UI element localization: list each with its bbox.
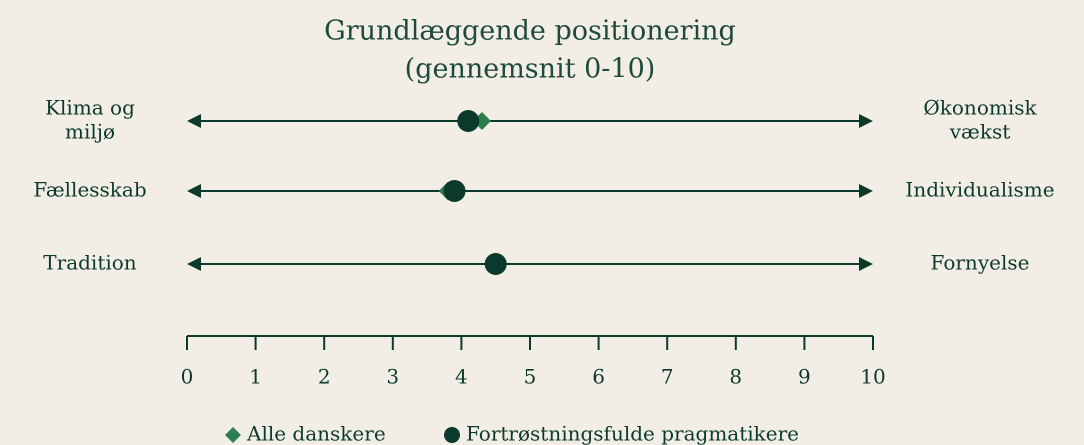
right-label: Fornyelse [931,251,1030,275]
chart-title: Grundlæggende positionering [324,16,736,47]
legend-marker [225,427,241,443]
x-tick-label: 8 [729,365,742,389]
right-label: Økonomisk [923,96,1037,120]
x-tick-label: 4 [455,365,468,389]
x-tick-label: 10 [860,365,885,389]
x-tick-label: 5 [524,365,537,389]
arrow-left [187,257,201,271]
circle-marker [443,180,466,202]
x-tick-label: 3 [386,365,399,389]
arrow-left [187,114,201,128]
right-label: vækst [949,120,1011,144]
circle-marker [484,253,507,275]
arrow-right [859,184,873,198]
arrow-left [187,184,201,198]
arrow-right [859,257,873,271]
circle-marker [457,110,480,132]
x-tick-label: 9 [798,365,811,389]
legend-label: Alle danskere [246,422,386,445]
right-label: Individualisme [905,178,1054,202]
legend-label: Fortrøstningsfulde pragmatikere [466,422,799,445]
legend-marker [444,427,460,443]
chart-subtitle: (gennemsnit 0-10) [405,54,656,85]
x-tick-label: 6 [592,365,605,389]
x-tick-label: 2 [318,365,331,389]
x-tick-label: 0 [181,365,194,389]
arrow-right [859,114,873,128]
left-label: Fællesskab [33,178,146,202]
left-label: Tradition [43,251,136,275]
left-label: miljø [65,120,115,144]
left-label: Klima og [45,96,135,120]
x-tick-label: 7 [661,365,674,389]
x-tick-label: 1 [249,365,262,389]
